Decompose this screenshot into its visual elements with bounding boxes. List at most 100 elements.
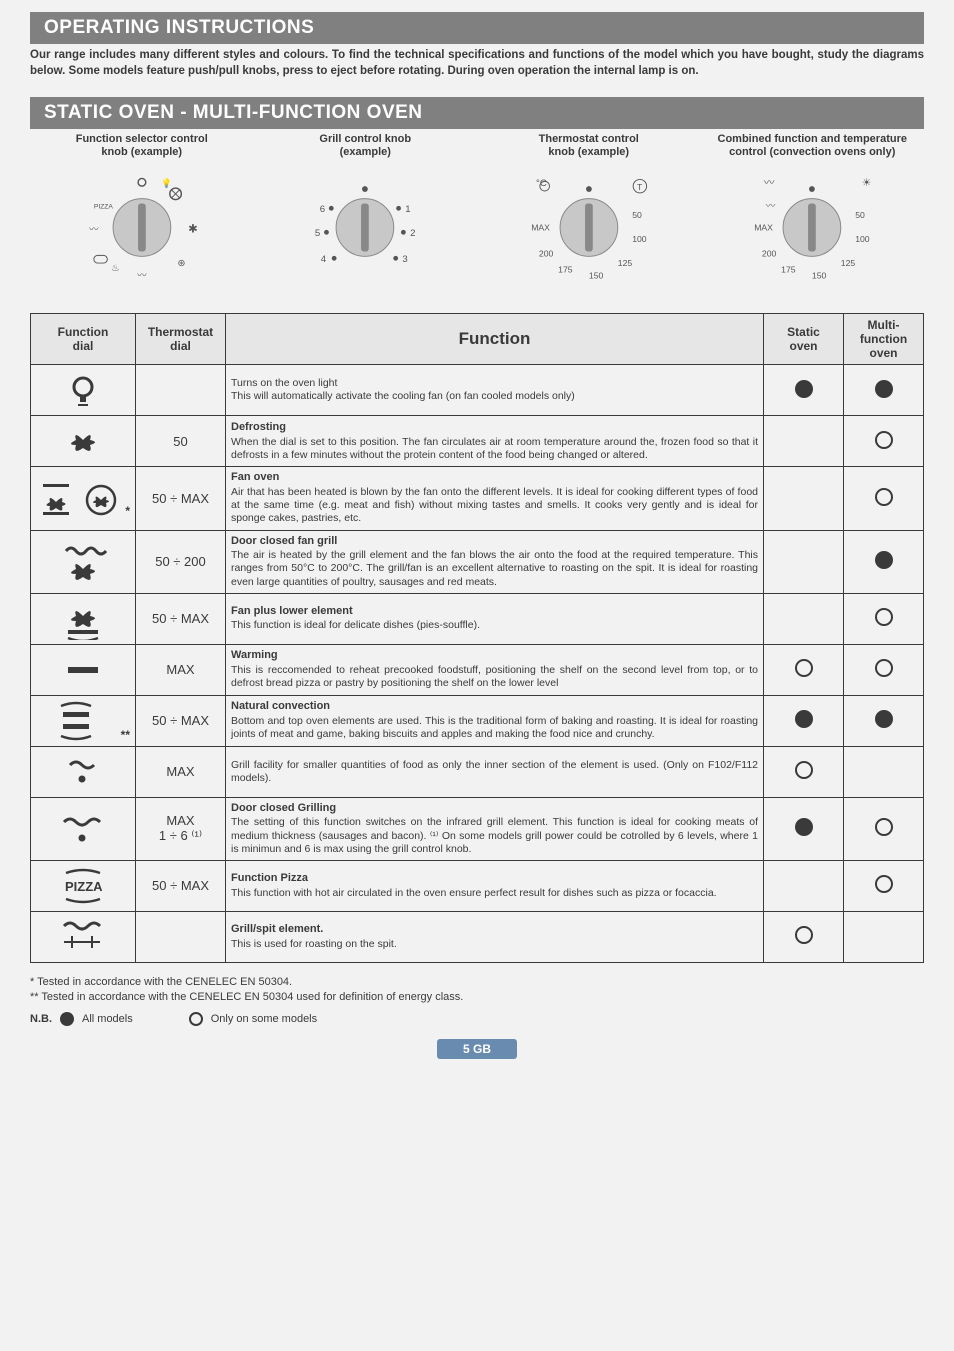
knob-label: Combined function and temperature [718, 133, 907, 145]
func-cell: Turns on the oven lightThis will automat… [226, 365, 764, 416]
knob-sublabel: (example) [340, 146, 391, 158]
static-cell [764, 911, 844, 962]
func-cell: Function PizzaThis function with hot air… [226, 860, 764, 911]
svg-text:♨: ♨ [111, 263, 120, 274]
knob-combined: Combined function and temperaturecontrol… [701, 133, 925, 293]
svg-text:175: 175 [558, 265, 573, 275]
th-dial: Function dial [31, 314, 136, 365]
svg-text:200: 200 [762, 249, 777, 259]
dial-cell [31, 416, 136, 467]
svg-text:〰: 〰 [137, 271, 147, 282]
svg-text:〰: 〰 [89, 225, 99, 236]
static-cell [764, 593, 844, 644]
svg-text:200: 200 [539, 249, 554, 259]
table-row: 50 ÷ MAX Fan plus lower elementThis func… [31, 593, 924, 644]
static-cell [764, 746, 844, 797]
thermo-cell: 50 ÷ MAX [136, 860, 226, 911]
svg-text:⊛: ⊛ [177, 258, 185, 269]
multi-cell [844, 746, 924, 797]
thermo-cell: 50 ÷ 200 [136, 530, 226, 593]
th-static: Static oven [764, 314, 844, 365]
multi-cell [844, 593, 924, 644]
nb-label: N.B. [30, 1012, 52, 1027]
thermo-cell: 50 ÷ MAX [136, 593, 226, 644]
knob-sublabel: knob (example) [548, 146, 629, 158]
empty-dot-icon [875, 659, 893, 677]
svg-text:°C: °C [536, 179, 547, 190]
svg-text:150: 150 [589, 271, 604, 281]
multi-cell [844, 416, 924, 467]
table-row: MAX WarmingThis is reccomended to reheat… [31, 644, 924, 695]
knobs-row: Function selector controlknob (example) … [30, 133, 924, 293]
svg-text:〰: 〰 [766, 202, 776, 213]
knob-grill-control: Grill control knob(example) 1 2 3 4 5 6 [254, 133, 478, 293]
func-cell: Fan ovenAir that has been heated is blow… [226, 467, 764, 530]
svg-text:〰: 〰 [764, 178, 775, 190]
svg-text:1: 1 [406, 205, 411, 216]
func-cell: Natural convectionBottom and top oven el… [226, 695, 764, 746]
filled-dot-icon [875, 380, 893, 398]
grilllarge-icon [58, 808, 108, 850]
table-row: 50 DefrostingWhen the dial is set to thi… [31, 416, 924, 467]
footnotes: * Tested in accordance with the CENELEC … [30, 975, 924, 1027]
functions-table: Function dial Thermostat dial Function S… [30, 313, 924, 962]
svg-text:2: 2 [410, 229, 415, 240]
empty-dot-icon [875, 608, 893, 626]
svg-text:100: 100 [856, 234, 871, 244]
filled-dot-icon [795, 710, 813, 728]
func-cell: Door closed fan grillThe air is heated b… [226, 530, 764, 593]
thermo-cell [136, 911, 226, 962]
grillfan-icon [58, 541, 108, 583]
dial-cell [31, 797, 136, 860]
static-cell [764, 695, 844, 746]
empty-dot-icon [189, 1012, 203, 1026]
intro-text: Our range includes many different styles… [30, 48, 924, 79]
static-cell [764, 467, 844, 530]
svg-text:PIZZA: PIZZA [94, 204, 114, 211]
spit-icon [58, 916, 108, 958]
multi-cell [844, 644, 924, 695]
table-row: PIZZA 50 ÷ MAX Function PizzaThis functi… [31, 860, 924, 911]
svg-text:6: 6 [320, 205, 325, 216]
filled-dot-icon [60, 1012, 74, 1026]
thermo-cell: MAX [136, 644, 226, 695]
light-icon [58, 369, 108, 411]
knob-label: Thermostat control [539, 133, 639, 145]
thermo-cell: MAX 1 ÷ 6 ⁽¹⁾ [136, 797, 226, 860]
thermo-cell: 50 [136, 416, 226, 467]
grillsmall-icon [58, 751, 108, 793]
dial-cell [31, 365, 136, 416]
func-cell: Grill facility for smaller quantities of… [226, 746, 764, 797]
svg-text:50: 50 [856, 210, 866, 220]
th-func: Function [226, 314, 764, 365]
svg-text:150: 150 [812, 271, 827, 281]
grill-knob-icon: 1 2 3 4 5 6 [288, 165, 442, 290]
th-multi: Multi-function oven [844, 314, 924, 365]
svg-text:125: 125 [841, 258, 856, 268]
combined-knob-icon: 〰 ☀ 〰 50 100 125 150 175 200 MAX [735, 165, 889, 290]
fan-icon [58, 420, 108, 462]
thermo-cell: 50 ÷ MAX [136, 695, 226, 746]
footnote-2: ** Tested in accordance with the CENELEC… [30, 990, 924, 1005]
multi-cell [844, 530, 924, 593]
multi-cell [844, 860, 924, 911]
empty-dot-icon [795, 761, 813, 779]
knob-function-selector: Function selector controlknob (example) … [30, 133, 254, 293]
svg-text:175: 175 [781, 265, 796, 275]
multi-cell [844, 365, 924, 416]
empty-dot-icon [875, 818, 893, 836]
dial-cell [31, 746, 136, 797]
empty-dot-icon [875, 488, 893, 506]
thermo-cell [136, 365, 226, 416]
thermo-cell: MAX [136, 746, 226, 797]
filled-dot-icon [875, 551, 893, 569]
table-row: ** 50 ÷ MAX Natural convectionBottom and… [31, 695, 924, 746]
svg-text:50: 50 [632, 210, 642, 220]
page-title-1: OPERATING INSTRUCTIONS [30, 12, 924, 44]
func-cell: Door closed GrillingThe setting of this … [226, 797, 764, 860]
filled-dot-icon [875, 710, 893, 728]
knob-sublabel: control (convection ovens only) [729, 146, 895, 158]
func-cell: WarmingThis is reccomended to reheat pre… [226, 644, 764, 695]
svg-text:✱: ✱ [188, 224, 198, 236]
svg-text:☀: ☀ [862, 178, 871, 190]
